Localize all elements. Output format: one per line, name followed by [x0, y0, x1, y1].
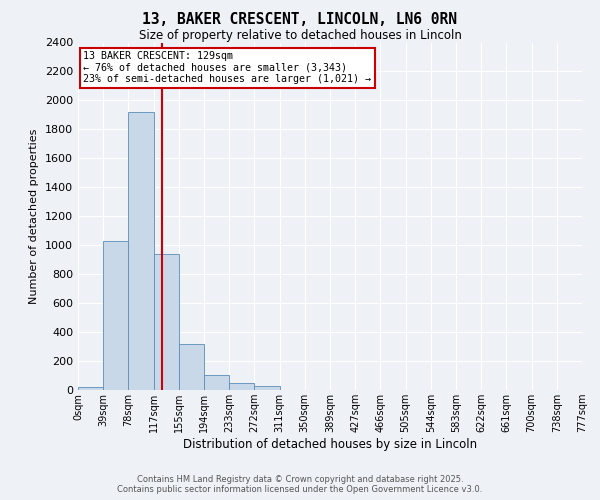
Bar — [128, 112, 154, 390]
Bar — [154, 254, 179, 390]
Bar — [254, 386, 280, 390]
Text: Contains HM Land Registry data © Crown copyright and database right 2025.
Contai: Contains HM Land Registry data © Crown c… — [118, 474, 482, 494]
X-axis label: Distribution of detached houses by size in Lincoln: Distribution of detached houses by size … — [183, 438, 477, 451]
Bar — [103, 241, 128, 390]
Text: 13 BAKER CRESCENT: 129sqm
← 76% of detached houses are smaller (3,343)
23% of se: 13 BAKER CRESCENT: 129sqm ← 76% of detac… — [83, 51, 371, 84]
Bar — [78, 387, 103, 390]
Y-axis label: Number of detached properties: Number of detached properties — [29, 128, 40, 304]
Text: Size of property relative to detached houses in Lincoln: Size of property relative to detached ho… — [139, 28, 461, 42]
Bar — [229, 383, 254, 390]
Bar — [204, 375, 229, 390]
Text: 13, BAKER CRESCENT, LINCOLN, LN6 0RN: 13, BAKER CRESCENT, LINCOLN, LN6 0RN — [143, 12, 458, 28]
Bar — [179, 344, 204, 390]
